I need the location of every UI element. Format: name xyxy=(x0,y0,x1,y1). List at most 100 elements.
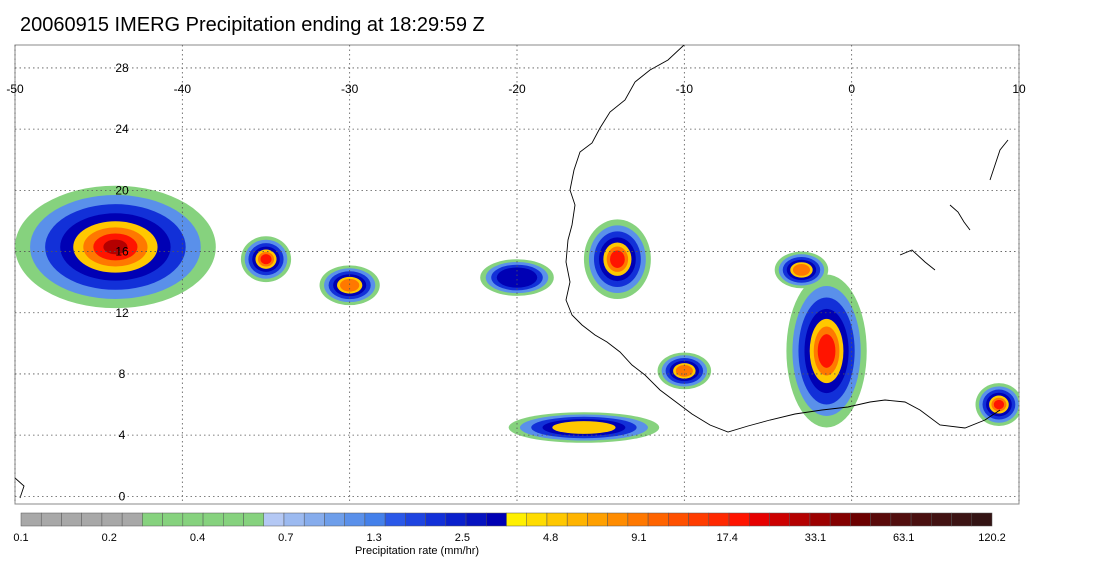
colorbar-swatch xyxy=(506,512,527,527)
precip-cell-cell-sahel-1 xyxy=(774,251,829,289)
colorbar-swatch xyxy=(445,512,467,527)
latitude-label: 4 xyxy=(119,428,126,442)
colorbar-tick-label: 63.1 xyxy=(893,532,914,544)
colorbar-swatch xyxy=(263,512,285,527)
precipitation-layer xyxy=(15,185,1019,443)
graticule xyxy=(14,45,1020,504)
map-title: 20060915 IMERG Precipitation ending at 1… xyxy=(20,14,485,36)
colorbar-swatch xyxy=(61,512,82,527)
colorbar-swatch xyxy=(587,512,608,527)
colorbar-swatch xyxy=(303,512,325,527)
colorbar-tick-label: 0.2 xyxy=(102,532,117,544)
south-atlantic-coastline xyxy=(15,477,25,499)
colorbar-tick-label: 17.4 xyxy=(716,532,737,544)
latitude-label: 20 xyxy=(115,183,129,197)
colorbar-swatch xyxy=(971,512,993,527)
colorbar-swatch xyxy=(931,512,952,527)
colorbar-tick-label: 120.2 xyxy=(978,532,1006,544)
colorbar-swatch xyxy=(647,512,669,527)
precip-cell-cell-gulf-1 xyxy=(508,412,660,443)
longitude-label: 0 xyxy=(848,82,855,96)
precip-contour xyxy=(817,334,836,368)
colorbar-swatch xyxy=(870,512,892,527)
precip-contour xyxy=(552,421,616,434)
colorbar-swatch xyxy=(364,512,386,527)
colorbar-swatch xyxy=(81,512,103,527)
colorbar-swatch xyxy=(708,512,730,527)
colorbar-swatch xyxy=(789,512,811,527)
colorbar-swatch xyxy=(344,512,366,527)
precip-cell-cell-east-1 xyxy=(975,383,1019,426)
precip-cell-cell-ghana-1 xyxy=(786,274,867,428)
latitude-label: 24 xyxy=(115,122,129,136)
latitude-label: 8 xyxy=(119,367,126,381)
colorbar-label: Precipitation rate (mm/hr) xyxy=(355,545,479,557)
latitude-labels: 28 24 20 16 12 8 4 0 xyxy=(115,61,129,503)
precip-contour xyxy=(260,254,272,265)
colorbar-swatch xyxy=(850,512,871,527)
longitude-label: 10 xyxy=(1012,82,1026,96)
latitude-label: 16 xyxy=(115,245,129,259)
colorbar-swatch xyxy=(162,512,184,527)
precip-cell-cell-mid-1 xyxy=(480,259,554,296)
precip-contour xyxy=(610,250,625,268)
colorbar-swatch xyxy=(142,512,163,527)
precip-contour xyxy=(993,399,1005,410)
colorbar-tick-label: 4.8 xyxy=(543,532,558,544)
colorbar-swatch xyxy=(465,512,487,527)
colorbar-tick-label: 1.3 xyxy=(366,532,381,544)
latitude-label: 0 xyxy=(119,489,126,503)
colorbar-swatch xyxy=(425,512,447,527)
colorbar-swatch xyxy=(566,512,588,527)
colorbar-swatch xyxy=(283,512,305,527)
coastline-layer xyxy=(15,45,1009,499)
latitude-label: 28 xyxy=(115,61,129,75)
colorbar-swatch xyxy=(627,512,649,527)
colorbar-swatch xyxy=(546,512,568,527)
longitude-label: -40 xyxy=(174,82,192,96)
colorbar-tick-label: 0.1 xyxy=(13,532,28,544)
colorbar-swatch xyxy=(486,512,507,527)
colorbar-swatch xyxy=(384,512,406,527)
colorbar-swatch xyxy=(243,512,264,527)
precip-contour xyxy=(675,365,693,377)
colorbar-swatch xyxy=(890,512,912,527)
longitude-label: -50 xyxy=(6,82,24,96)
precip-contour xyxy=(792,264,811,276)
north-africa-coastline xyxy=(989,139,1009,181)
colorbar-swatch xyxy=(40,512,62,527)
colorbar-swatch xyxy=(101,512,123,527)
precip-cell-cell-coast-1 xyxy=(583,219,651,299)
precip-cell-hurricane-helene xyxy=(15,185,216,309)
precip-contour xyxy=(340,278,360,292)
colorbar-swatch xyxy=(121,512,143,527)
colorbar-swatch xyxy=(688,512,710,527)
colorbar-swatch xyxy=(607,512,629,527)
colorbar-tick-label: 0.7 xyxy=(278,532,293,544)
colorbar-tick-label: 9.1 xyxy=(631,532,646,544)
longitude-label: -30 xyxy=(341,82,359,96)
precip-contour xyxy=(103,239,128,255)
precip-contour xyxy=(496,267,538,288)
colorbar-swatch xyxy=(769,512,790,527)
colorbar-swatch xyxy=(526,512,548,527)
colorbar-swatch xyxy=(202,512,224,527)
colorbar-swatch xyxy=(749,512,770,527)
colorbar-swatch xyxy=(910,512,932,527)
precip-cell-cell-west-2 xyxy=(319,265,380,306)
colorbar-swatch xyxy=(728,512,750,527)
precip-cell-cell-west-1 xyxy=(240,236,292,283)
colorbar-swatch xyxy=(182,512,204,527)
longitude-label: -20 xyxy=(508,82,526,96)
colorbar: 0.1 0.2 0.4 0.7 1.3 2.5 4.8 9.1 17.4 33.1 63.1 120.… xyxy=(13,512,1006,544)
colorbar-swatch xyxy=(809,512,831,527)
colorbar-swatch xyxy=(668,512,689,527)
west-africa-coastline xyxy=(565,45,1001,433)
colorbar-swatch xyxy=(324,512,345,527)
colorbar-tick-label: 33.1 xyxy=(805,532,826,544)
colorbar-swatch xyxy=(829,512,851,527)
colorbar-tick-label: 2.5 xyxy=(455,532,470,544)
colorbar-tick-label: 0.4 xyxy=(190,532,205,544)
precip-cell-cell-guinea-1 xyxy=(657,352,712,390)
colorbar-swatch xyxy=(405,512,426,527)
